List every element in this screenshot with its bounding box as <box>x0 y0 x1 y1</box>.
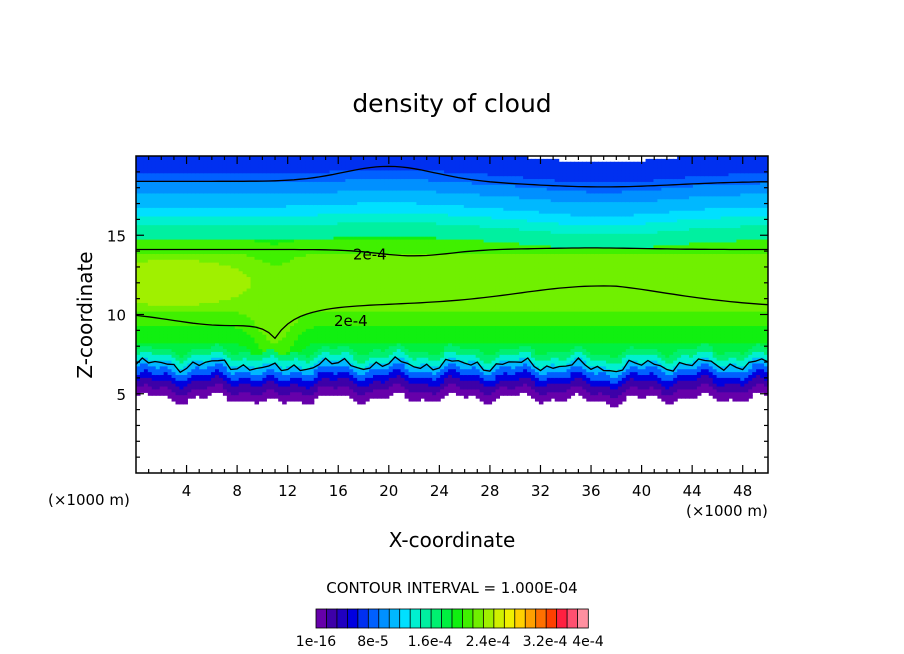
colorbar-swatch <box>482 608 495 629</box>
contour-label-0: 2e-4 <box>353 245 387 263</box>
colorbar-swatch <box>503 608 516 629</box>
colorbar-label: 4e-4 <box>572 634 604 650</box>
x-tick-label: 4 <box>182 482 192 500</box>
colorbar-label: 2.4e-4 <box>466 634 511 650</box>
colorbar-label: 1e-16 <box>296 634 336 650</box>
x-axis-label: X-coordinate <box>389 528 516 552</box>
colorbar-swatch <box>430 608 443 629</box>
colorbar-swatch <box>399 608 411 629</box>
x-tick-label: 48 <box>733 482 752 500</box>
y-tick-label: 15 <box>107 227 126 245</box>
colorbar-label: 3.2e-4 <box>523 634 568 650</box>
colorbar-swatch <box>524 608 537 629</box>
colorbar-swatch <box>315 608 328 629</box>
colorbar-swatch <box>336 608 349 629</box>
x-tick-label: 12 <box>278 482 297 500</box>
colorbar-swatch <box>441 608 453 629</box>
colorbar-swatch <box>472 608 485 629</box>
colorbar-swatch <box>462 608 474 629</box>
contour-labels: 2e-4 2e-4 <box>334 245 387 330</box>
colorbar-swatch <box>420 608 432 629</box>
colorbar-swatch <box>566 608 579 629</box>
colorbar-swatch <box>545 608 558 629</box>
y-axis: 5 10 15 <box>107 171 768 458</box>
colorbar-swatch <box>326 608 338 629</box>
y-axis-label: Z-coordinate <box>73 251 97 378</box>
x-tick-label: 16 <box>329 482 348 500</box>
x-tick-label: 44 <box>683 482 702 500</box>
colorbar-swatch <box>409 608 422 629</box>
colorbar-label: 8e-5 <box>357 634 388 650</box>
colorbar-swatch <box>357 608 370 629</box>
contour-line-top <box>136 165 768 188</box>
x-axis: 4 8 12 16 20 24 28 32 36 40 44 48 <box>148 156 756 500</box>
x-tick-label: 8 <box>232 482 242 500</box>
x-axis-unit-right: (×1000 m) <box>686 502 768 520</box>
contour-lines <box>136 165 768 374</box>
x-tick-label: 24 <box>430 482 449 500</box>
x-tick-label: 40 <box>632 482 651 500</box>
colorbar-swatch <box>535 608 547 629</box>
colorbar-label: 1.6e-4 <box>408 634 453 650</box>
x-tick-label: 20 <box>379 482 398 500</box>
x-tick-label: 28 <box>480 482 499 500</box>
colorbar-swatch <box>577 608 589 629</box>
colorbar-swatch <box>514 608 526 629</box>
x-tick-label: 36 <box>581 482 600 500</box>
colorbar-swatch <box>451 608 464 629</box>
y-tick-label: 5 <box>116 386 126 404</box>
colorbar-swatch <box>346 608 359 629</box>
contour-line-lower <box>136 285 768 340</box>
chart-title: density of cloud <box>352 89 551 118</box>
y-tick-label: 10 <box>107 307 126 325</box>
contour-label-1: 2e-4 <box>334 312 368 330</box>
contour-interval-text: CONTOUR INTERVAL = 1.000E-04 <box>326 579 577 597</box>
colorbar-swatch <box>556 608 568 629</box>
colorbar-swatch <box>378 608 390 629</box>
x-axis-unit-left: (×1000 m) <box>48 491 130 509</box>
colorbar <box>315 608 589 629</box>
colorbar-labels: 1e-16 8e-5 1.6e-4 2.4e-4 3.2e-4 4e-4 <box>296 634 604 650</box>
colorbar-swatch <box>367 608 380 629</box>
contour-line-base <box>136 356 768 374</box>
colorbar-swatch <box>388 608 401 629</box>
x-tick-label: 32 <box>531 482 550 500</box>
colorbar-swatch <box>493 608 506 629</box>
contour-line-upper <box>136 247 768 257</box>
